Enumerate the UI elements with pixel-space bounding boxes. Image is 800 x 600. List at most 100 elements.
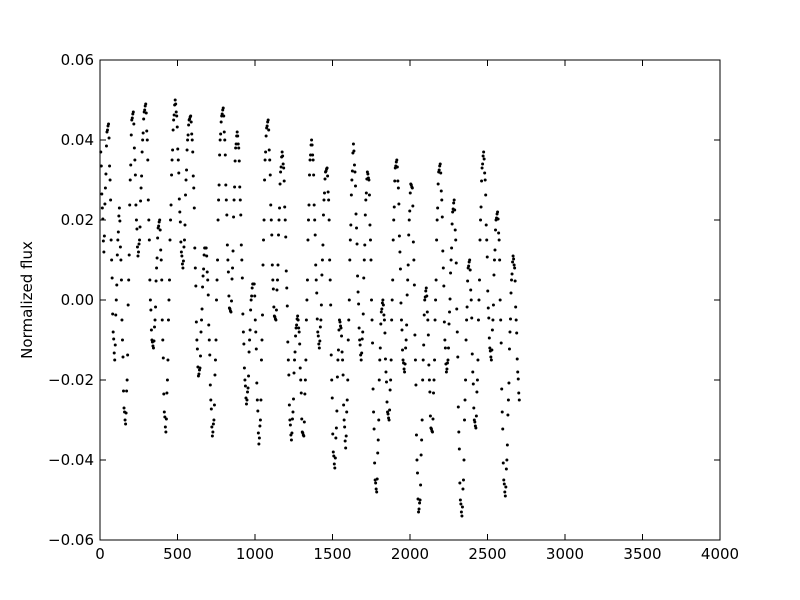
data-point: [268, 158, 272, 162]
data-point: [291, 410, 295, 414]
data-point: [343, 439, 347, 443]
data-point: [426, 333, 430, 337]
data-point: [104, 144, 108, 148]
data-point: [399, 318, 403, 322]
data-point: [421, 378, 425, 382]
data-point: [242, 366, 246, 370]
data-point: [175, 114, 179, 118]
data-point: [223, 153, 227, 157]
data-point: [146, 198, 150, 202]
data-point: [472, 406, 476, 410]
data-point: [388, 388, 392, 392]
data-point: [453, 228, 457, 232]
data-point: [427, 363, 431, 367]
data-point: [110, 276, 114, 280]
data-point: [415, 458, 419, 462]
data-point: [151, 346, 155, 350]
data-point: [237, 159, 241, 163]
data-point: [208, 353, 212, 357]
data-point: [305, 298, 309, 302]
data-point: [395, 158, 399, 162]
data-point: [241, 330, 245, 334]
data-point: [126, 353, 130, 357]
data-point: [482, 150, 486, 154]
data-point: [356, 274, 360, 278]
data-point: [477, 298, 481, 302]
data-point: [398, 267, 402, 271]
data-point: [425, 294, 429, 298]
data-point: [144, 111, 148, 115]
data-point: [443, 338, 447, 342]
data-point: [335, 375, 339, 379]
data-point: [513, 266, 517, 270]
data-point: [124, 422, 128, 426]
data-point: [263, 158, 267, 162]
data-point: [340, 350, 344, 354]
data-point: [262, 238, 266, 242]
data-point: [334, 426, 338, 430]
data-point: [397, 202, 401, 206]
data-point: [460, 514, 464, 518]
data-point: [364, 198, 368, 202]
data-point: [171, 128, 175, 132]
data-point: [231, 266, 235, 270]
data-point: [367, 178, 371, 182]
data-point: [326, 190, 330, 194]
data-point: [352, 163, 356, 167]
y-tick-label: 0.02: [61, 211, 94, 229]
data-point: [239, 213, 243, 217]
data-point: [189, 120, 193, 124]
data-point: [160, 318, 164, 322]
data-point: [459, 510, 463, 514]
data-point: [155, 256, 159, 260]
data-point: [482, 157, 486, 161]
data-point: [102, 250, 106, 254]
data-point: [496, 210, 500, 214]
data-point: [317, 346, 321, 350]
data-point: [450, 222, 454, 226]
data-point: [174, 110, 178, 114]
data-point: [189, 114, 193, 118]
data-point: [322, 191, 326, 195]
data-point: [398, 250, 402, 254]
data-point: [216, 258, 220, 262]
data-point: [204, 246, 208, 250]
data-point: [120, 318, 124, 322]
data-point: [281, 154, 285, 158]
data-point: [370, 318, 374, 322]
data-point: [473, 420, 477, 424]
data-point: [413, 358, 417, 362]
data-point: [277, 218, 281, 222]
data-point: [514, 318, 518, 322]
data-point: [435, 218, 439, 222]
data-point: [172, 118, 176, 122]
data-point: [417, 510, 421, 514]
y-tick-label: 0.06: [61, 51, 94, 69]
data-point: [476, 358, 480, 362]
data-point: [357, 326, 361, 330]
data-point: [338, 320, 342, 324]
data-point: [295, 323, 299, 327]
data-point: [190, 132, 194, 136]
data-point: [350, 169, 354, 173]
data-point: [111, 312, 115, 316]
data-point: [490, 348, 494, 352]
data-point: [328, 258, 332, 262]
data-point: [265, 124, 269, 128]
data-point: [201, 274, 205, 278]
data-point: [243, 378, 247, 382]
data-point: [498, 298, 502, 302]
data-point: [158, 228, 162, 232]
data-point: [164, 430, 168, 434]
data-point: [145, 129, 149, 133]
data-point: [178, 220, 182, 224]
data-point: [330, 378, 334, 382]
data-point: [468, 268, 472, 272]
data-point: [414, 383, 418, 387]
x-tick-label: 2000: [391, 545, 429, 563]
data-point: [470, 316, 474, 320]
data-point: [238, 198, 242, 202]
data-point: [236, 142, 240, 146]
data-point: [342, 403, 346, 407]
